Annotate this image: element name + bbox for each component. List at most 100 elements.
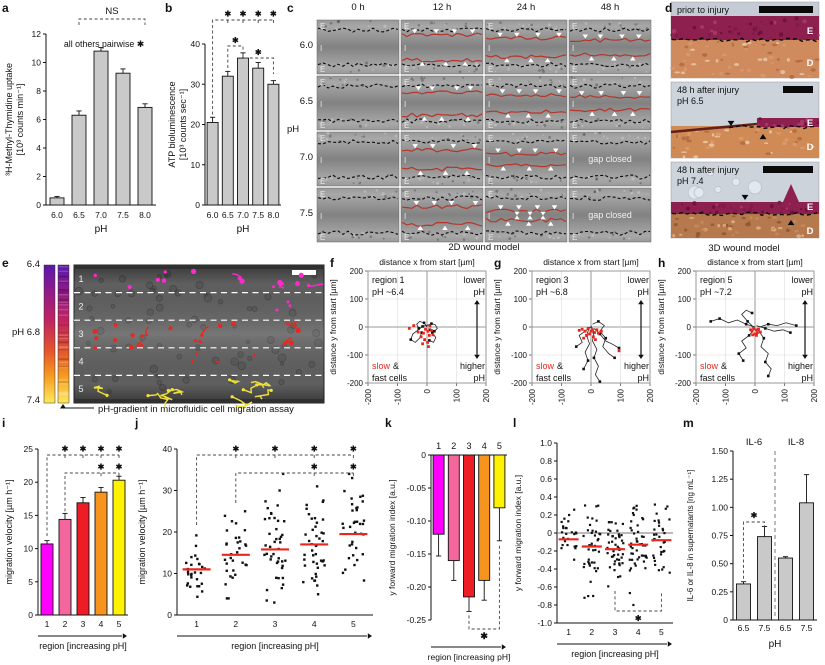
svg-text:8.0: 8.0 bbox=[267, 210, 279, 220]
svg-text:✱: ✱ bbox=[232, 445, 239, 454]
panel-e-letter: e bbox=[2, 256, 9, 270]
svg-text:-0.05: -0.05 bbox=[407, 483, 427, 493]
svg-text:I: I bbox=[404, 212, 406, 221]
svg-text:E: E bbox=[572, 78, 577, 87]
panel-l-letter: l bbox=[513, 416, 517, 430]
svg-text:4: 4 bbox=[482, 441, 487, 451]
svg-text:100: 100 bbox=[781, 388, 790, 402]
svg-text:1: 1 bbox=[45, 619, 50, 629]
svg-text:distance y from start [µm]: distance y from start [µm] bbox=[328, 279, 338, 375]
svg-text:fast cells: fast cells bbox=[700, 373, 736, 383]
svg-text:E: E bbox=[404, 65, 409, 74]
svg-text:2: 2 bbox=[63, 619, 68, 629]
svg-text:lower: lower bbox=[791, 275, 813, 285]
c-caption: 2D wound model bbox=[448, 242, 520, 253]
svg-text:pH: pH bbox=[95, 224, 108, 235]
svg-text:✱: ✱ bbox=[116, 463, 123, 472]
svg-text:0: 0 bbox=[523, 323, 528, 332]
row-label-ph75: 7.5 bbox=[299, 208, 313, 219]
svg-text:-0.2: -0.2 bbox=[537, 546, 552, 556]
svg-text:2: 2 bbox=[233, 619, 238, 629]
svg-text:✱: ✱ bbox=[350, 463, 357, 472]
svg-text:I: I bbox=[488, 44, 490, 53]
svg-text:5: 5 bbox=[78, 384, 83, 394]
svg-text:D: D bbox=[807, 226, 814, 237]
svg-text:D: D bbox=[807, 58, 814, 69]
svg-text:E: E bbox=[488, 233, 493, 242]
svg-text:NS: NS bbox=[105, 6, 118, 17]
svg-text:E: E bbox=[488, 22, 493, 31]
svg-text:0: 0 bbox=[751, 388, 760, 393]
svg-text:E: E bbox=[320, 78, 325, 87]
svg-text:100: 100 bbox=[617, 388, 626, 402]
svg-text:pH ~7.2: pH ~7.2 bbox=[700, 287, 732, 297]
svg-text:E: E bbox=[572, 190, 577, 199]
svg-text:0: 0 bbox=[687, 323, 692, 332]
svg-text:region [increasing pH]: region [increasing pH] bbox=[571, 649, 659, 659]
svg-text:0: 0 bbox=[587, 388, 596, 393]
svg-text:✱: ✱ bbox=[270, 10, 277, 19]
svg-text:✱: ✱ bbox=[255, 48, 262, 57]
svg-text:E: E bbox=[488, 177, 493, 186]
svg-text:200: 200 bbox=[678, 267, 692, 276]
svg-text:4: 4 bbox=[99, 619, 104, 629]
svg-text:100: 100 bbox=[678, 295, 692, 304]
svg-text:pH ~6.8: pH ~6.8 bbox=[536, 287, 568, 297]
svg-text:1.0: 1.0 bbox=[540, 438, 552, 448]
svg-text:IL-6: IL-6 bbox=[746, 437, 762, 448]
panel-h: h -200 -200 -100 -100 0 0 100 100 200 200 distance… bbox=[656, 255, 825, 415]
svg-text:distance y from start [µm]: distance y from start [µm] bbox=[492, 279, 502, 375]
svg-text:[10³ counts sec⁻¹]: [10³ counts sec⁻¹] bbox=[178, 89, 188, 160]
panel-i-letter: i bbox=[2, 416, 6, 430]
svg-text:E: E bbox=[320, 190, 325, 199]
svg-text:pH: pH bbox=[237, 224, 250, 235]
svg-text:2: 2 bbox=[451, 441, 456, 451]
svg-text:1: 1 bbox=[194, 619, 199, 629]
panel-g-chart: -200-200 -100 -100 0 0 100 100 200 200 distance x… bbox=[492, 257, 655, 405]
svg-text:0.75: 0.75 bbox=[711, 531, 728, 541]
svg-text:distance x from start [µm]: distance x from start [µm] bbox=[379, 257, 475, 267]
svg-text:-100: -100 bbox=[722, 388, 731, 405]
panel-e-assay: 1 2 3 4 5 bbox=[43, 264, 325, 409]
svg-text:E: E bbox=[572, 65, 577, 74]
svg-text:30: 30 bbox=[191, 79, 201, 89]
col-header-48h: 48 h bbox=[600, 2, 620, 13]
panel-f-chart: -200-200 -100 -100 0 0 100 100 200 200 distance x… bbox=[328, 257, 491, 405]
d-tile2-caption-l1: 48 h after injury bbox=[677, 85, 740, 95]
panel-l: l 1.0 0.8 0.6 0.4 0.2 0 -0.2 -0.4 -0.6 -0.8 -1.0 1 2… bbox=[511, 415, 681, 665]
svg-text:✱: ✱ bbox=[311, 463, 318, 472]
svg-text:5: 5 bbox=[351, 619, 356, 629]
svg-text:✱: ✱ bbox=[255, 10, 262, 19]
svg-text:4: 4 bbox=[312, 619, 317, 629]
svg-text:&: & bbox=[557, 361, 563, 371]
svg-text:E: E bbox=[572, 121, 577, 130]
d-tile2-caption-l2: pH 6.5 bbox=[677, 96, 704, 106]
svg-text:0: 0 bbox=[547, 528, 552, 538]
svg-text:IL-6 or IL-8 in supernatants [: IL-6 or IL-8 in supernatants [ng mL⁻¹] bbox=[686, 470, 695, 602]
col-header-0h: 0 h bbox=[351, 2, 365, 13]
svg-text:all others pairwise ✱: all others pairwise ✱ bbox=[64, 39, 144, 49]
svg-text:2: 2 bbox=[78, 301, 83, 311]
svg-text:200: 200 bbox=[810, 388, 819, 402]
svg-text:0.25: 0.25 bbox=[711, 587, 728, 597]
svg-text:fast cells: fast cells bbox=[372, 373, 408, 383]
svg-text:7.0: 7.0 bbox=[95, 210, 107, 220]
panel-d: d E D E D E D prior to injury 48 h after inju… bbox=[663, 0, 825, 255]
svg-text:[10³ counts min⁻¹]: [10³ counts min⁻¹] bbox=[15, 84, 25, 156]
svg-text:-0.4: -0.4 bbox=[537, 564, 552, 574]
svg-text:pH: pH bbox=[801, 373, 813, 383]
svg-text:20: 20 bbox=[191, 120, 201, 130]
col-header-24h: 24 h bbox=[516, 2, 536, 13]
svg-text:I: I bbox=[488, 100, 490, 109]
svg-text:12: 12 bbox=[32, 29, 42, 39]
panel-b: b 0 10 20 30 40 6.0 6.5 7.0 7.5 8.0 pH ATP biolumin… bbox=[163, 0, 285, 255]
d-caption: 3D wound model bbox=[708, 243, 780, 254]
svg-text:0.6: 0.6 bbox=[540, 474, 552, 484]
svg-text:region [increasing pH]: region [increasing pH] bbox=[39, 641, 127, 651]
svg-text:E: E bbox=[320, 22, 325, 31]
svg-text:IL-8: IL-8 bbox=[788, 437, 804, 448]
svg-text:20: 20 bbox=[24, 477, 34, 487]
e-caption: pH-gradient in microfluidic cell migrati… bbox=[98, 404, 294, 415]
svg-text:-200: -200 bbox=[675, 379, 692, 388]
